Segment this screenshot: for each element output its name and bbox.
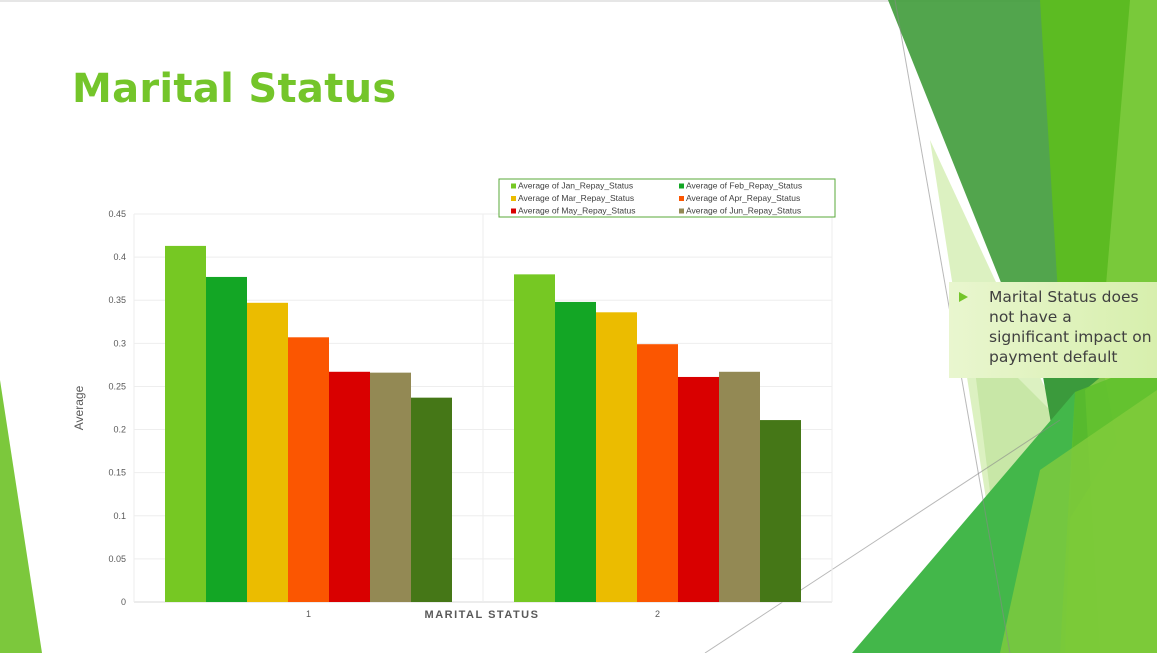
y-tick-label: 0.1 — [113, 511, 126, 521]
bar-cat2-series1 — [514, 274, 555, 602]
bar-cat2-series6 — [719, 371, 760, 602]
y-tick-label: 0.3 — [113, 338, 126, 348]
y-tick-label: 0.05 — [108, 554, 126, 564]
bar-cat1-series7 — [411, 397, 452, 602]
y-tick-label: 0.2 — [113, 425, 126, 435]
legend-swatch — [679, 183, 684, 189]
legend-swatch — [511, 183, 516, 189]
x-tick-label: 2 — [655, 609, 660, 619]
triangle-bullet-icon — [959, 292, 968, 302]
bar-cat1-series3 — [247, 302, 288, 602]
bar-cat2-series3 — [596, 312, 637, 602]
bar-cat1-series4 — [288, 337, 329, 602]
bar-cat1-series2 — [206, 276, 247, 602]
legend-entry: Average of Feb_Repay_Status — [686, 181, 802, 191]
deco-top-border — [0, 0, 1157, 2]
deco-line-2 — [704, 419, 1061, 653]
chart-legend: Average of Jan_Repay_Status Average of Fe… — [498, 178, 836, 218]
bar-cat2-series7 — [760, 420, 801, 602]
legend-entry: Average of May_Repay_Status — [518, 206, 636, 216]
bar-cat1-series1 — [165, 245, 206, 602]
deco-left-sliver — [0, 380, 42, 653]
legend-entry: Average of Jan_Repay_Status — [518, 181, 633, 191]
y-tick-label: 0.15 — [108, 468, 126, 478]
legend-entry: Average of Jun_Repay_Status — [686, 206, 801, 216]
y-axis-label: Average — [72, 385, 86, 430]
bar-cat1-series6 — [370, 372, 411, 602]
legend-swatch — [679, 208, 684, 214]
bar-cat2-series5 — [678, 376, 719, 602]
page-title: Marital Status — [72, 66, 397, 112]
bars — [165, 245, 801, 602]
legend-swatch — [511, 208, 516, 214]
y-axis-tick-labels: 0 0.05 0.1 0.15 0.2 0.25 0.3 0.35 0.4 0.45 — [108, 209, 126, 607]
y-tick-label: 0.25 — [108, 381, 126, 391]
bar-cat2-series2 — [555, 301, 596, 602]
bar-cat1-series5 — [329, 371, 370, 602]
y-tick-label: 0.35 — [108, 295, 126, 305]
y-tick-label: 0.4 — [113, 252, 126, 262]
x-tick-label: 1 — [306, 609, 311, 619]
callout-box: Marital Status does not have a significa… — [949, 282, 1157, 378]
legend-entry: Average of Apr_Repay_Status — [686, 193, 800, 203]
legend-swatch — [511, 196, 516, 201]
bar-cat2-series4 — [637, 344, 678, 602]
y-tick-label: 0 — [121, 597, 126, 607]
callout-text: Marital Status does not have a significa… — [989, 288, 1152, 366]
legend-box — [498, 178, 836, 218]
legend-swatch — [679, 196, 684, 201]
y-tick-label: 0.45 — [108, 209, 126, 219]
x-axis-label: MARITAL STATUS — [425, 609, 540, 621]
deco-facet-11 — [1000, 390, 1157, 653]
legend-entry: Average of Mar_Repay_Status — [518, 193, 634, 203]
